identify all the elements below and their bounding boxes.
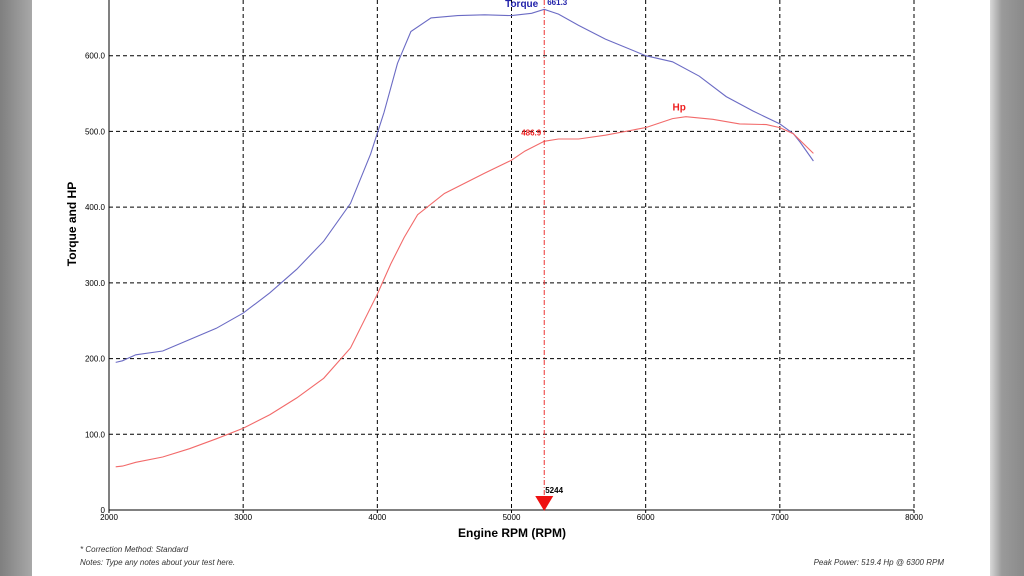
y-tick-label: 400.0 xyxy=(85,203,106,212)
series-line-torque xyxy=(115,8,814,363)
page-right-shadow xyxy=(990,0,1024,576)
y-tick-label: 0 xyxy=(101,506,106,515)
hp-series-label: Hp xyxy=(673,103,686,114)
series-line-hp xyxy=(115,116,814,468)
torque-peak-value: 661.3 xyxy=(547,0,568,7)
y-tick-label: 200.0 xyxy=(85,355,106,364)
hp-marker-value: 486.9 xyxy=(521,128,542,137)
test-notes: Notes: Type any notes about your test he… xyxy=(80,558,236,567)
rpm-cursor-value: 5244 xyxy=(545,486,563,495)
torque-series-label: Torque xyxy=(505,0,539,10)
y-axis-label: Torque and HP xyxy=(65,182,79,266)
x-tick-label: 2000 xyxy=(100,513,118,522)
page-left-shadow xyxy=(0,0,32,576)
x-tick-label: 7000 xyxy=(771,513,789,522)
annotations: 5244 Torque 661.3 Hp 486.9 xyxy=(505,0,686,511)
peak-power-note: Peak Power: 519.4 Hp @ 6300 RPM xyxy=(813,558,944,567)
x-axis-label: Engine RPM (RPM) xyxy=(458,526,566,540)
x-tick-label: 8000 xyxy=(905,513,923,522)
rpm-cursor-marker xyxy=(535,496,554,511)
x-tick-label: 4000 xyxy=(368,513,386,522)
y-tick-label: 600.0 xyxy=(85,52,106,61)
axes xyxy=(108,0,915,513)
y-tick-label: 500.0 xyxy=(85,127,106,136)
tick-labels: 2000 3000 4000 5000 6000 7000 8000 0 100.0 200.0 3… xyxy=(85,52,923,522)
x-tick-label: 6000 xyxy=(637,513,655,522)
y-tick-label: 100.0 xyxy=(85,430,106,439)
correction-method-note: * Correction Method: Standard xyxy=(80,545,189,554)
series-lines xyxy=(115,8,814,468)
y-tick-label: 300.0 xyxy=(85,279,106,288)
x-tick-label: 5000 xyxy=(503,513,521,522)
x-tick-label: 3000 xyxy=(234,513,252,522)
